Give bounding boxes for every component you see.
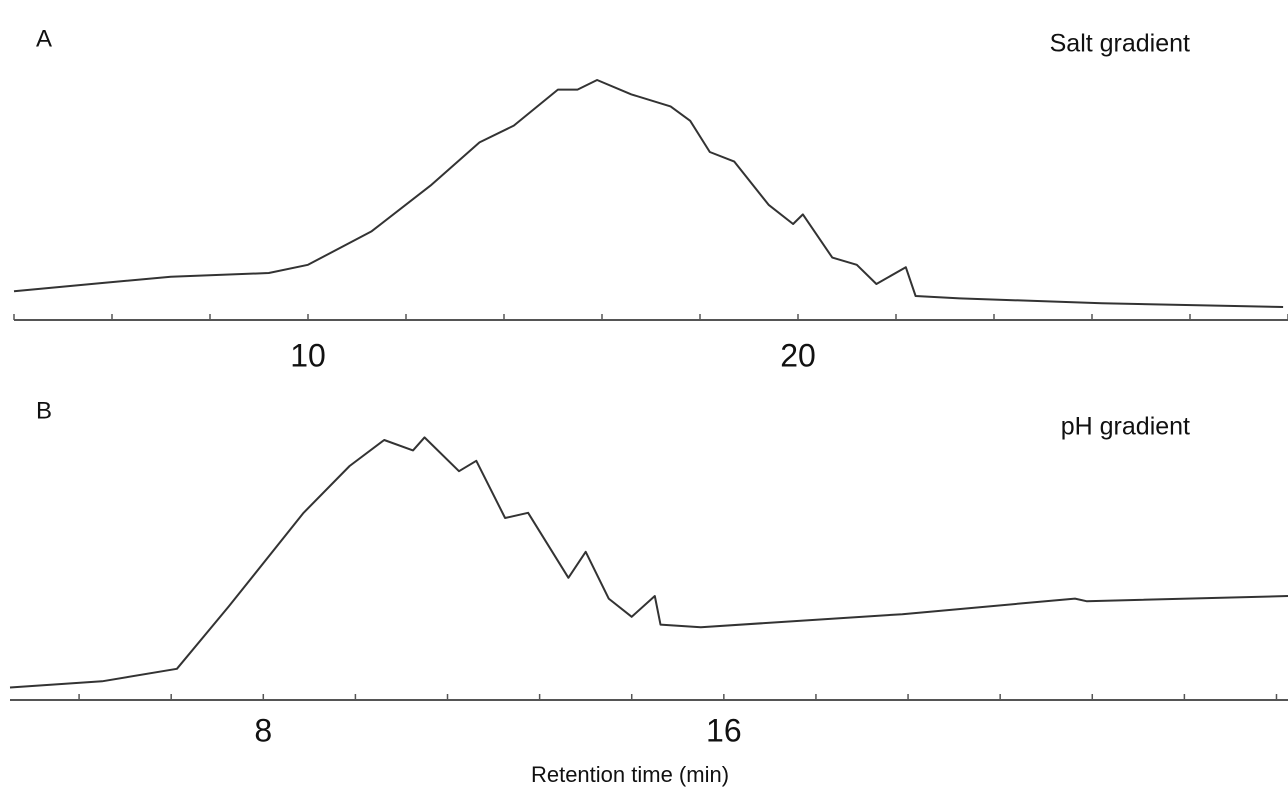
- signal-line: [13, 79, 1284, 308]
- annotation: Salt gradient: [1050, 30, 1190, 58]
- panel-label: A: [36, 25, 52, 52]
- x-tick-label: 16: [706, 712, 742, 748]
- x-tick-label: 8: [254, 712, 272, 748]
- panel-label: B: [36, 397, 52, 424]
- x-tick-label: 20: [780, 337, 816, 373]
- signal-line: [9, 436, 1288, 689]
- x-tick-label: 10: [290, 337, 326, 373]
- x-axis-label: Retention time (min): [531, 762, 729, 787]
- annotation: pH gradient: [1061, 413, 1190, 441]
